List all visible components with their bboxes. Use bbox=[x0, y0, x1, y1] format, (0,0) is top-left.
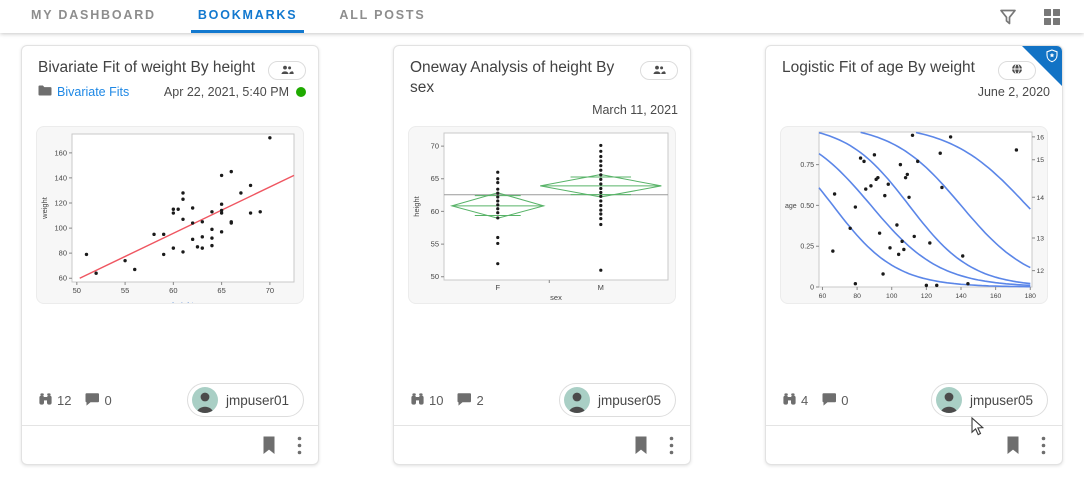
group-icon bbox=[280, 62, 294, 80]
svg-text:0.25: 0.25 bbox=[800, 244, 814, 251]
post-title[interactable]: Logistic Fit of age By weight bbox=[782, 59, 975, 76]
post-title[interactable]: Oneway Analysis of height By sex bbox=[410, 59, 615, 96]
svg-text:70: 70 bbox=[431, 142, 439, 151]
svg-text:55: 55 bbox=[121, 286, 129, 295]
svg-text:65: 65 bbox=[217, 286, 225, 295]
svg-text:80: 80 bbox=[853, 293, 861, 300]
svg-text:80: 80 bbox=[59, 249, 67, 258]
svg-text:13: 13 bbox=[1037, 236, 1045, 243]
svg-text:0: 0 bbox=[810, 285, 814, 292]
post-card-bivariate[interactable]: Bivariate Fit of weight By height Bivari… bbox=[21, 45, 319, 465]
svg-text:180: 180 bbox=[1025, 293, 1037, 300]
svg-text:14: 14 bbox=[1037, 195, 1045, 202]
nav-tabs: MY DASHBOARD BOOKMARKS ALL POSTS bbox=[10, 0, 447, 33]
svg-text:65: 65 bbox=[431, 174, 439, 183]
comments-count: 2 bbox=[457, 392, 484, 409]
svg-text:12: 12 bbox=[1037, 268, 1045, 275]
author-name: jmpuser05 bbox=[969, 392, 1033, 408]
svg-text:60: 60 bbox=[59, 274, 67, 283]
more-options-kebab-icon[interactable] bbox=[1041, 436, 1046, 455]
bookmark-icon[interactable] bbox=[1005, 436, 1021, 455]
author-name: jmpuser01 bbox=[225, 392, 289, 408]
comments-count: 0 bbox=[85, 392, 112, 409]
svg-text:height: height bbox=[412, 195, 421, 216]
group-access-pill[interactable] bbox=[268, 61, 306, 80]
views-count: 12 bbox=[38, 392, 71, 409]
svg-text:50: 50 bbox=[73, 286, 81, 295]
tab-my-dashboard[interactable]: MY DASHBOARD bbox=[31, 8, 156, 22]
svg-text:55: 55 bbox=[431, 240, 439, 249]
grid-layout-icon[interactable] bbox=[1042, 7, 1062, 27]
post-card-logistic[interactable]: Logistic Fit of age By weight June 2, 20… bbox=[765, 45, 1063, 465]
svg-text:0.50: 0.50 bbox=[800, 203, 814, 210]
svg-text:60: 60 bbox=[169, 286, 177, 295]
posts-grid: Bivariate Fit of weight By height Bivari… bbox=[0, 33, 1084, 465]
group-access-pill[interactable] bbox=[640, 61, 678, 80]
svg-text:M: M bbox=[598, 283, 604, 292]
svg-text:60: 60 bbox=[431, 207, 439, 216]
views-binoculars-icon bbox=[38, 392, 53, 409]
folder-link[interactable]: Bivariate Fits bbox=[38, 85, 129, 99]
post-card-oneway[interactable]: Oneway Analysis of height By sex March 1… bbox=[393, 45, 691, 465]
avatar bbox=[191, 387, 218, 413]
post-date: March 11, 2021 bbox=[592, 102, 678, 117]
bookmark-icon[interactable] bbox=[633, 436, 649, 455]
folder-name: Bivariate Fits bbox=[57, 85, 130, 99]
author-chip[interactable]: jmpuser01 bbox=[186, 383, 304, 417]
comment-bubble-icon bbox=[822, 392, 837, 409]
svg-text:age: age bbox=[785, 203, 797, 210]
more-options-kebab-icon[interactable] bbox=[297, 436, 302, 455]
post-thumbnail-chart[interactable]: 0 0.25 0.50 0.75 age 12 13 14 15 16 60 80 100 120 140 1… bbox=[780, 126, 1048, 304]
filter-funnel-icon[interactable] bbox=[998, 7, 1018, 27]
svg-text:120: 120 bbox=[921, 293, 933, 300]
author-name: jmpuser05 bbox=[597, 392, 661, 408]
featured-ribbon bbox=[1022, 46, 1062, 86]
comment-bubble-icon bbox=[85, 392, 100, 409]
globe-icon bbox=[1011, 62, 1023, 80]
svg-text:F: F bbox=[495, 283, 500, 292]
svg-text:160: 160 bbox=[990, 293, 1002, 300]
avatar bbox=[563, 387, 590, 413]
svg-text:100: 100 bbox=[54, 224, 67, 233]
svg-text:140: 140 bbox=[955, 293, 967, 300]
svg-text:0.75: 0.75 bbox=[800, 162, 814, 169]
more-options-kebab-icon[interactable] bbox=[669, 436, 674, 455]
tab-all-posts[interactable]: ALL POSTS bbox=[339, 8, 426, 22]
views-binoculars-icon bbox=[410, 392, 425, 409]
tab-bookmarks[interactable]: BOOKMARKS bbox=[190, 0, 305, 33]
svg-text:70: 70 bbox=[266, 286, 274, 295]
svg-text:120: 120 bbox=[54, 198, 67, 207]
svg-text:weight: weight bbox=[40, 196, 49, 220]
group-icon bbox=[652, 62, 666, 80]
status-dot bbox=[296, 87, 306, 97]
svg-text:50: 50 bbox=[431, 272, 439, 281]
svg-text:100: 100 bbox=[886, 293, 898, 300]
author-chip[interactable]: jmpuser05 bbox=[930, 383, 1048, 417]
author-chip[interactable]: jmpuser05 bbox=[558, 383, 676, 417]
post-date: Apr 22, 2021, 5:40 PM bbox=[163, 85, 289, 99]
bookmark-icon[interactable] bbox=[261, 436, 277, 455]
comment-bubble-icon bbox=[457, 392, 472, 409]
views-count: 10 bbox=[410, 392, 443, 409]
comments-count: 0 bbox=[822, 392, 848, 409]
post-title[interactable]: Bivariate Fit of weight By height bbox=[38, 59, 256, 76]
folder-icon bbox=[38, 85, 52, 99]
svg-text:160: 160 bbox=[54, 148, 67, 157]
post-date: June 2, 2020 bbox=[977, 85, 1050, 99]
svg-text:height: height bbox=[172, 301, 195, 304]
svg-text:sex: sex bbox=[550, 293, 562, 302]
avatar bbox=[935, 387, 962, 413]
top-navigation-bar: MY DASHBOARD BOOKMARKS ALL POSTS bbox=[0, 0, 1084, 33]
svg-text:16: 16 bbox=[1037, 134, 1045, 141]
views-count: 4 bbox=[782, 392, 808, 409]
svg-text:60: 60 bbox=[819, 293, 827, 300]
views-binoculars-icon bbox=[782, 392, 797, 409]
svg-text:140: 140 bbox=[54, 173, 67, 182]
post-thumbnail-chart[interactable]: 60 80 100 120 140 160 50 55 60 65 70 weight height bbox=[36, 126, 304, 304]
svg-text:15: 15 bbox=[1037, 157, 1045, 164]
shield-star-icon bbox=[1045, 49, 1059, 68]
